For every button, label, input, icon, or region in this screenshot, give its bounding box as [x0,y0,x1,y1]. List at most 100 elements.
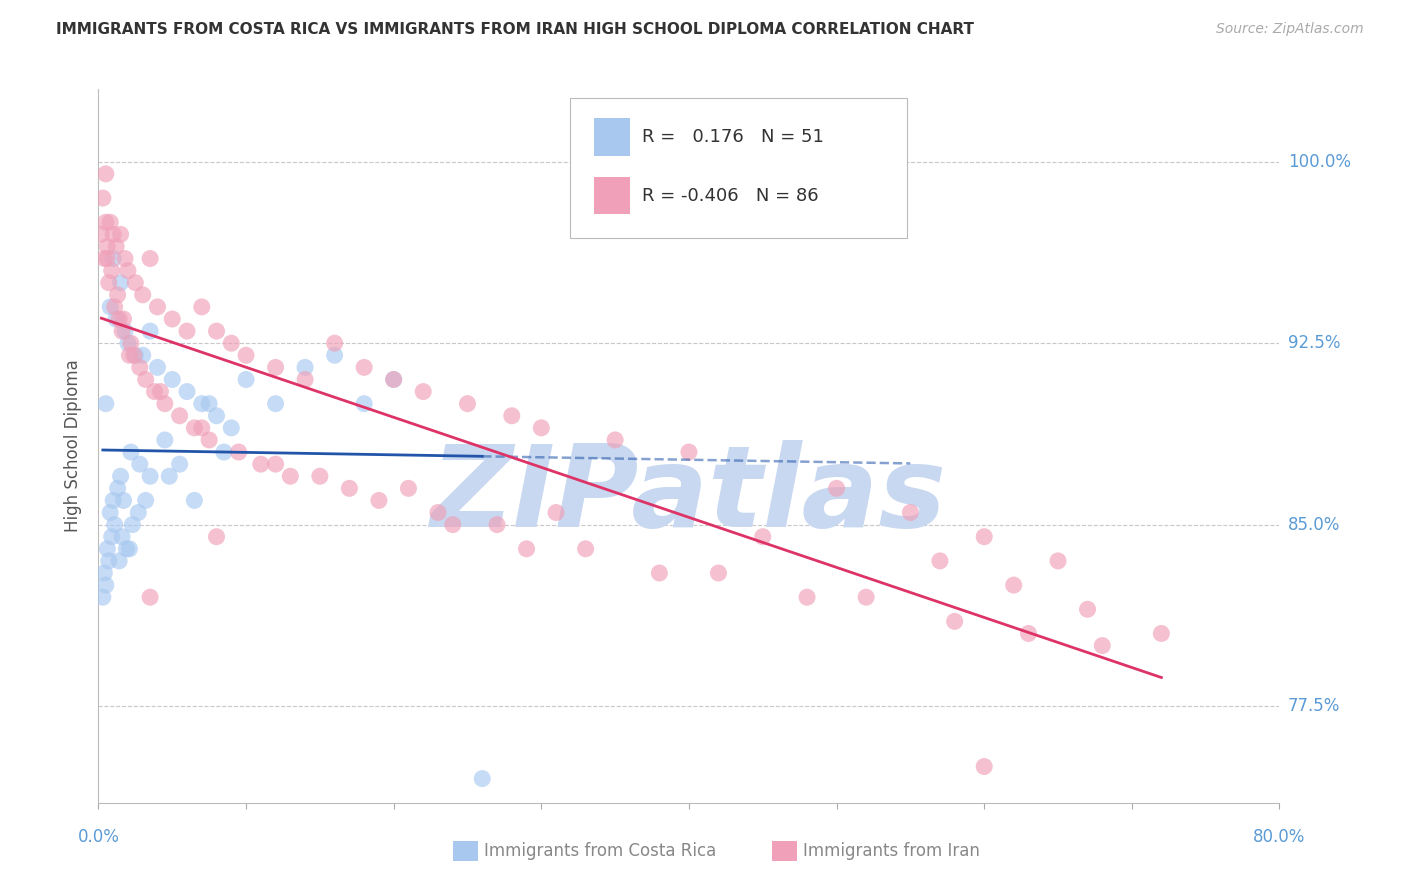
Point [441,517,464,532]
Point [98,506,121,520]
Point [191,421,214,435]
Point [353,397,375,411]
Point [169,457,191,471]
Text: 92.5%: 92.5% [1288,334,1340,352]
Point [516,541,538,556]
Point [97,276,120,290]
Point [153,397,176,411]
Point [118,541,141,556]
Point [93,252,115,266]
Point [149,384,172,399]
Point [1091,639,1114,653]
Point [183,493,205,508]
Point [456,397,478,411]
Point [368,493,391,508]
Point [97,554,120,568]
Point [323,348,346,362]
Point [900,506,922,520]
Point [96,252,118,266]
Point [128,457,150,471]
Point [219,421,243,435]
Point [264,397,287,411]
Point [112,493,135,508]
Point [94,215,117,229]
Point [1150,626,1173,640]
Point [114,324,136,338]
Point [91,590,114,604]
Point [103,493,125,508]
Text: IMMIGRANTS FROM COSTA RICA VS IMMIGRANTS FROM IRAN HIGH SCHOOL DIPLOMA CORRELATI: IMMIGRANTS FROM COSTA RICA VS IMMIGRANTS… [56,22,974,37]
Point [110,276,132,290]
Point [501,409,523,423]
Text: 0.0%: 0.0% [77,828,120,846]
Point [111,324,134,338]
Point [219,336,243,351]
Point [707,566,730,580]
Point [427,506,450,520]
Point [120,445,142,459]
Point [169,409,191,423]
Point [191,300,214,314]
Point [191,397,214,411]
Point [107,288,129,302]
Text: R =   0.176   N = 51: R = 0.176 N = 51 [641,128,824,146]
Point [678,445,700,459]
Point [132,348,155,362]
Point [103,227,125,242]
Point [1077,602,1099,616]
Text: 100.0%: 100.0% [1288,153,1351,170]
Point [115,541,138,556]
Point [574,541,596,556]
Text: Source: ZipAtlas.com: Source: ZipAtlas.com [1216,22,1364,37]
Point [114,252,136,266]
Point [94,397,117,411]
Point [796,590,818,604]
Text: 85.0%: 85.0% [1288,516,1340,533]
Point [111,530,134,544]
Point [855,590,877,604]
Point [198,397,221,411]
Point [146,360,169,375]
Point [157,469,180,483]
Y-axis label: High School Diploma: High School Diploma [63,359,82,533]
Point [107,481,129,495]
Point [250,457,273,471]
Point [110,227,132,242]
Point [135,372,157,386]
Point [382,372,405,386]
Point [353,360,375,375]
Point [162,312,183,326]
Point [294,360,316,375]
Point [471,772,494,786]
Point [228,445,250,459]
Point [143,384,166,399]
Point [205,409,228,423]
FancyBboxPatch shape [569,98,907,237]
Point [235,348,257,362]
Point [122,348,145,362]
Point [605,433,627,447]
Point [117,263,139,277]
Point [117,336,139,351]
Point [973,530,995,544]
Point [212,445,235,459]
Point [235,372,257,386]
Point [153,433,176,447]
Point [943,615,966,629]
Point [264,457,287,471]
Point [1017,626,1039,640]
Bar [595,119,630,155]
Point [91,191,114,205]
Point [104,300,127,314]
Point [294,372,316,386]
Text: R = -0.406   N = 86: R = -0.406 N = 86 [641,186,818,204]
Point [100,263,122,277]
Point [546,506,568,520]
Text: Immigrants from Costa Rica: Immigrants from Costa Rica [484,842,716,860]
Point [94,167,117,181]
Bar [595,177,630,214]
Point [162,372,183,386]
Point [264,360,287,375]
Point [98,215,121,229]
Point [139,252,162,266]
